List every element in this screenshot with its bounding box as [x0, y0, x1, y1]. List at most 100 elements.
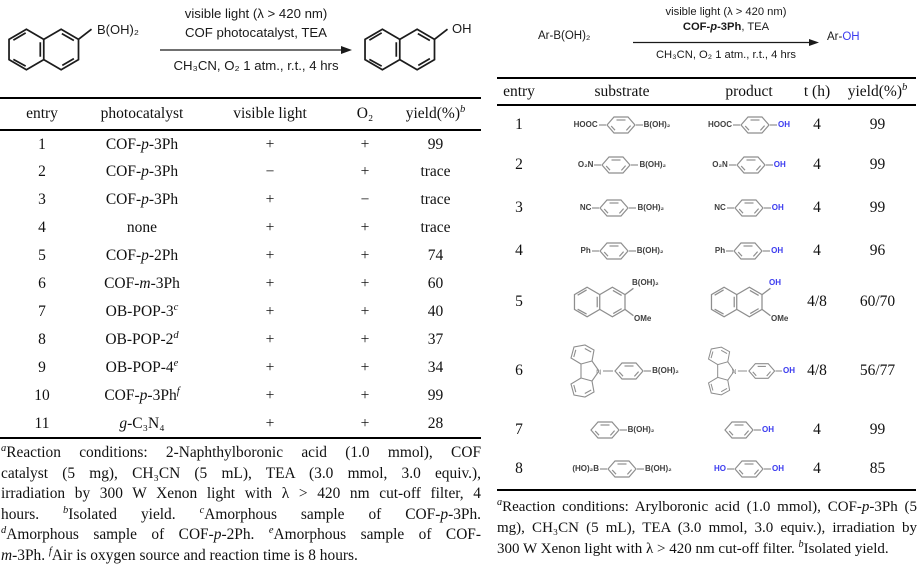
yield-cell: 56/77 — [859, 362, 896, 379]
table-row: 3 NC B(OH)₂ NC OH 4 99 — [497, 186, 916, 229]
left-table-header-row: entry photocatalyst visible light O₂ yie… — [0, 98, 481, 130]
yield-cell: 99 — [869, 155, 886, 173]
entry-cell: 6 — [38, 275, 46, 292]
hydroxyl-label: HO — [714, 463, 726, 473]
o2-cell: + — [360, 135, 370, 153]
naphthalene-ring-drawing — [573, 286, 634, 318]
left-table: entry photocatalyst visible light O₂ yie… — [0, 97, 481, 439]
table-row: 9 OB-POP-4e + +34 — [0, 354, 481, 382]
yield-cell: 60 — [427, 275, 444, 292]
photocatalyst-cell: COF-p-3Ph — [105, 163, 179, 180]
product-cell: HOOC OH — [703, 105, 795, 143]
visible-light-cell: − — [265, 163, 275, 180]
photocatalyst-cell: COF-m-3Ph — [104, 275, 180, 292]
o2-cell: + — [360, 387, 370, 404]
time-cell: 4 — [813, 198, 821, 216]
photocatalyst-cell: COF-p-3Ph — [105, 191, 179, 208]
time-cell: 4 — [813, 459, 821, 477]
entry-cell: 2 — [515, 155, 523, 173]
benzene-ring-structure — [592, 198, 637, 217]
hydroxyl-label: OH — [769, 278, 781, 287]
yield-cell: 85 — [869, 459, 886, 477]
table-row: 1 HOOC B(OH)₂ HOOC OH 4 99 — [497, 105, 916, 143]
yield-cell: 34 — [427, 359, 444, 376]
benzene-ring-structure — [726, 198, 771, 217]
o2-cell: + — [360, 275, 370, 292]
time-cell: 4 — [813, 155, 821, 173]
footnote-line: catalyst (5 mg), CH₃CN (5 mL), TEA (3.0 … — [1, 464, 481, 482]
condition-line-3: CH₃CN, O₂ 1 atm., r.t., 4 hrs — [655, 49, 797, 61]
naphthalene-structure: B(OH)₂ OMe — [566, 279, 678, 325]
product-cell: NC OH — [703, 186, 795, 229]
entry-cell: 1 — [515, 115, 523, 133]
time-cell: 4 — [813, 420, 821, 438]
footnote-line: dAmorphous sample of COF-p-2Ph. eAmorpho… — [1, 524, 481, 543]
entry-cell: 7 — [515, 420, 523, 438]
hydroxyl-label: OH — [771, 202, 784, 212]
product-cell: N OH — [703, 331, 795, 411]
table-row: 4 Ph B(OH)₂ Ph OH 4 96 — [497, 229, 916, 273]
table-row: 1 COF-p-3Ph + +99 — [0, 130, 481, 158]
visible-light-cell: + — [265, 191, 275, 208]
condition-line-1: visible light (λ > 420 nm) — [184, 6, 328, 21]
yield-cell: 99 — [869, 115, 886, 133]
visible-light-cell: + — [265, 247, 275, 264]
photocatalyst-cell: g-C₃N₄ — [119, 414, 165, 432]
footnote-line: hours. bIsolated yield. cAmorphous sampl… — [1, 504, 481, 523]
entry-cell: 11 — [34, 414, 50, 432]
photocatalyst-cell: none — [126, 219, 158, 236]
col-header-time: t (h) — [803, 82, 831, 100]
footnote-line: mg), CH₃CN (5 mL), TEA (3.0 mmol, 3.0 eq… — [497, 520, 917, 536]
entry-cell: 6 — [515, 362, 523, 379]
o2-cell: + — [360, 331, 370, 348]
footnote-line: 300 W Xenon light with λ > 420 nm cut-of… — [497, 539, 889, 557]
product-oh: OH — [842, 31, 860, 43]
entry-cell: 3 — [38, 191, 46, 208]
benzene-ring-structure — [594, 155, 639, 174]
visible-light-cell: + — [265, 331, 275, 348]
substrate-cell: B(OH)₂ — [541, 411, 703, 448]
product-cell: OH OMe — [703, 273, 795, 331]
visible-light-cell: + — [265, 414, 275, 432]
photocatalyst-cell: OB-POP-2d — [105, 329, 179, 348]
substituent-label: B(OH)₂ — [637, 202, 665, 212]
benzene-ring-structure — [591, 242, 636, 260]
hydroxyl-label: OH — [771, 246, 784, 255]
right-table-footnotes: aReaction conditions: Arylboronic acid (… — [497, 497, 917, 560]
col-header-yield: yield(%)b — [405, 103, 466, 122]
col-header-entry: entry — [26, 105, 58, 122]
naphthalene-structure: OH OMe — [703, 279, 815, 325]
o2-cell: + — [360, 163, 370, 180]
substituent-label: B(OH)₂ — [652, 366, 679, 375]
substituent-label: B(OH)₂ — [639, 159, 667, 169]
footnote-line: irradiation by 300 W Xenon light with λ … — [1, 485, 481, 502]
reactant-substituent-label: B(OH)₂ — [97, 22, 139, 37]
carbazole-phenyl-structure: N B(OH)₂ — [541, 343, 703, 399]
substrate-cell: B(OH)₂ OMe — [541, 273, 703, 331]
yield-cell: 28 — [427, 414, 444, 432]
hydroxyl-label: OH — [783, 366, 795, 375]
left-reaction-conditions: visible light (λ > 420 nm) COF photocata… — [157, 4, 355, 75]
footnote-line: m-3Ph. fAir is oxygen source and reactio… — [1, 545, 358, 564]
yield-cell: 37 — [427, 331, 444, 348]
naphthalene-structure-drawing — [364, 28, 449, 71]
carbazole-phenyl-structure: N OH — [703, 343, 795, 399]
hydroxyl-label: OH — [773, 159, 786, 169]
generic-reactant-label: Ar-B(OH)₂ — [538, 30, 591, 42]
visible-light-cell: + — [265, 219, 275, 236]
condition-line-2: COF-p-3Ph, TEA — [630, 20, 822, 35]
col-header-yield: yield(%)b — [847, 81, 908, 100]
table-row: 4 none + + trace — [0, 214, 481, 242]
benzene-ring-structure — [728, 155, 773, 174]
condition-line-1: visible light (λ > 420 nm) — [665, 6, 787, 18]
substituent-label: (HO)₂B — [572, 463, 599, 473]
carbazole-ring-drawing: N — [708, 346, 748, 396]
table-row: 11 g-C₃N₄ + +28 — [0, 410, 481, 438]
yield-cell: 99 — [427, 135, 444, 153]
col-header-photocatalyst: photocatalyst — [100, 105, 184, 122]
product-substituent-label: OH — [452, 21, 472, 36]
entry-cell: 4 — [515, 242, 523, 259]
hydroxyl-label: OH — [778, 119, 790, 129]
yield-cell: 99 — [869, 198, 886, 216]
yield-cell: 60/70 — [859, 293, 896, 310]
